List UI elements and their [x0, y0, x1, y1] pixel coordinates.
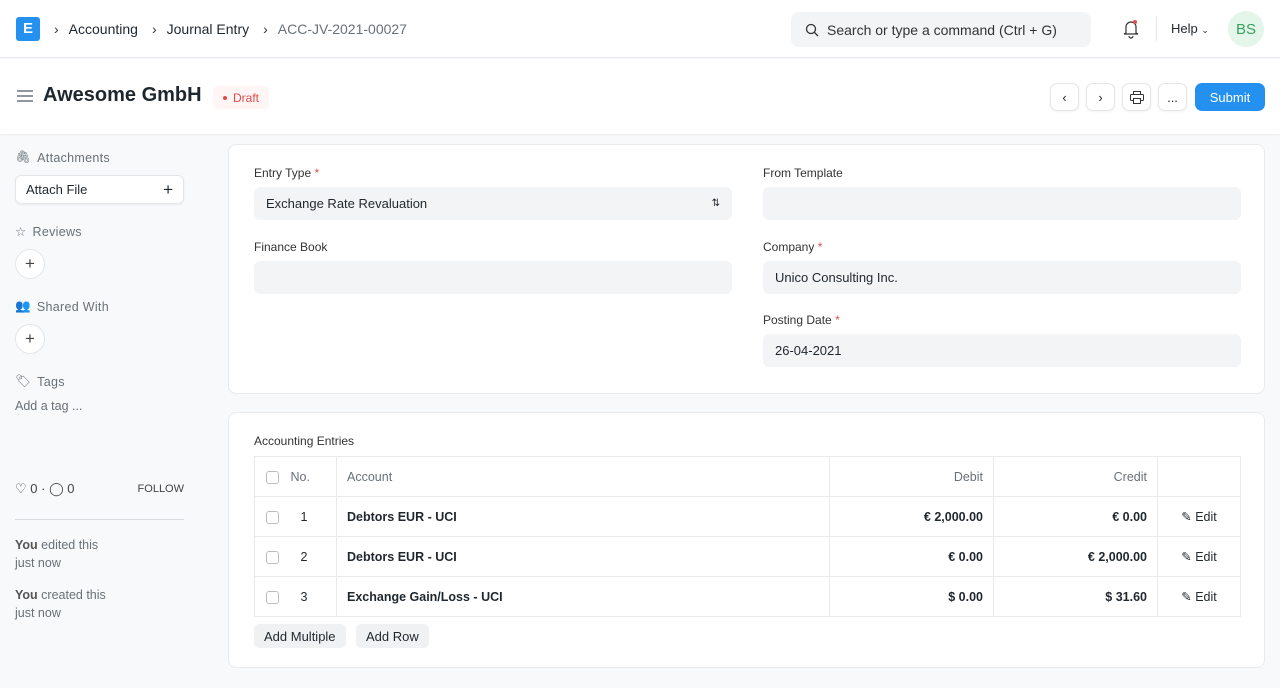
- activity-list: You edited this just now You created this…: [15, 519, 184, 622]
- row-no: 1: [290, 496, 337, 537]
- users-icon: 👥: [15, 299, 31, 313]
- add-row-button[interactable]: Add Row: [356, 624, 429, 648]
- row-credit[interactable]: € 2,000.00: [993, 536, 1158, 577]
- company-label: Company *: [763, 240, 823, 254]
- table-row[interactable]: 3 Exchange Gain/Loss - UCI $ 0.00 $ 31.6…: [254, 576, 1241, 617]
- row-account[interactable]: Exchange Gain/Loss - UCI: [336, 576, 830, 617]
- row-edit-button[interactable]: ✎ Edit: [1157, 576, 1241, 617]
- table-row[interactable]: 2 Debtors EUR - UCI € 0.00 € 2,000.00 ✎ …: [254, 536, 1241, 577]
- next-button[interactable]: ›: [1086, 83, 1115, 111]
- row-debit[interactable]: € 0.00: [829, 536, 994, 577]
- row-edit-button[interactable]: ✎ Edit: [1157, 536, 1241, 577]
- entry-type-label: Entry Type *: [254, 166, 320, 180]
- search-placeholder: Search or type a command (Ctrl + G): [827, 21, 1057, 38]
- add-multiple-button[interactable]: Add Multiple: [254, 624, 346, 648]
- tags-label: 🏷 Tags: [15, 374, 65, 389]
- entry-type-select[interactable]: Exchange Rate Revaluation ⇅: [254, 187, 732, 220]
- page-title: Awesome GmbH: [43, 84, 202, 106]
- status-badge: Draft: [213, 86, 270, 109]
- pencil-icon: ✎: [1181, 590, 1192, 604]
- row-no: 3: [290, 576, 337, 617]
- table-header: No. Account Debit Credit: [254, 456, 1241, 497]
- notification-bell-icon[interactable]: [1122, 19, 1140, 39]
- add-share-button[interactable]: +: [15, 324, 45, 354]
- chevron-left-icon: ‹: [1062, 89, 1067, 105]
- breadcrumb-current[interactable]: ACC-JV-2021-00027: [277, 20, 407, 37]
- row-debit[interactable]: € 2,000.00: [829, 496, 994, 537]
- row-debit[interactable]: $ 0.00: [829, 576, 994, 617]
- activity-item: You created this just now: [15, 588, 106, 620]
- app-logo[interactable]: E: [16, 16, 40, 41]
- pencil-icon: ✎: [1181, 510, 1192, 524]
- from-template-field[interactable]: [763, 187, 1241, 220]
- row-credit[interactable]: € 0.00: [993, 496, 1158, 537]
- star-icon: ☆: [15, 225, 27, 239]
- col-debit: Debit: [829, 456, 994, 497]
- breadcrumb-journal-entry[interactable]: Journal Entry: [166, 20, 250, 37]
- add-review-button[interactable]: +: [15, 249, 45, 279]
- row-no: 2: [290, 536, 337, 577]
- plus-icon: +: [163, 179, 173, 199]
- submit-button[interactable]: Submit: [1195, 83, 1265, 111]
- search-input[interactable]: Search or type a command (Ctrl + G): [791, 12, 1091, 47]
- row-credit[interactable]: $ 31.60: [993, 576, 1158, 617]
- row-checkbox[interactable]: [266, 550, 280, 564]
- navbar: E › Accounting › Journal Entry › ACC-JV-202…: [0, 0, 1280, 58]
- chevron-right-icon: ›: [1098, 89, 1103, 105]
- col-no: No.: [290, 456, 337, 497]
- more-icon: ...: [1167, 89, 1178, 105]
- help-dropdown[interactable]: Help ⌄: [1171, 21, 1209, 36]
- accounting-entries-label: Accounting Entries: [254, 434, 355, 448]
- row-edit-button[interactable]: ✎ Edit: [1157, 496, 1241, 537]
- activity-item: You edited this just now: [15, 538, 99, 570]
- attachments-label: 🖇 Attachments: [15, 150, 110, 165]
- accounting-entries-table: No. Account Debit Credit 1 Debtors EUR -…: [254, 456, 1241, 617]
- select-arrows-icon: ⇅: [711, 198, 720, 209]
- printer-icon: [1129, 90, 1144, 104]
- follow-button[interactable]: FOLLOW: [137, 483, 184, 495]
- search-icon: [805, 23, 819, 36]
- row-account[interactable]: Debtors EUR - UCI: [336, 496, 830, 537]
- page-header: Awesome GmbH Draft ‹ › ... Submit: [0, 59, 1280, 134]
- breadcrumb: › Accounting › Journal Entry › ACC-JV-2021-…: [54, 20, 407, 37]
- finance-book-label: Finance Book: [254, 240, 328, 254]
- row-checkbox[interactable]: [266, 510, 280, 524]
- add-tag-input[interactable]: Add a tag ...: [15, 399, 83, 413]
- pencil-icon: ✎: [1181, 550, 1192, 564]
- divider: [1156, 17, 1157, 41]
- company-field[interactable]: Unico Consulting Inc.: [763, 261, 1241, 294]
- table-row[interactable]: 1 Debtors EUR - UCI € 2,000.00 € 0.00 ✎ …: [254, 496, 1241, 537]
- print-button[interactable]: [1122, 83, 1151, 111]
- comment-icon: ◯: [49, 481, 64, 496]
- shared-with-label: 👥 Shared With: [15, 299, 109, 314]
- details-section: Entry Type * Exchange Rate Revaluation ⇅ …: [228, 144, 1265, 394]
- posting-date-label: Posting Date *: [763, 313, 840, 327]
- sidebar: 🖇 Attachments Attach File + ☆ Reviews + 👥 Sh…: [15, 150, 184, 622]
- breadcrumb-accounting[interactable]: Accounting: [68, 20, 138, 37]
- previous-button[interactable]: ‹: [1050, 83, 1079, 111]
- engagement-bar: ♡ 0 · ◯ 0 FOLLOW: [15, 481, 184, 496]
- row-checkbox[interactable]: [266, 590, 280, 604]
- paperclip-icon: 🖇: [15, 150, 32, 164]
- select-all-checkbox[interactable]: [266, 470, 280, 484]
- tag-icon: 🏷: [15, 374, 32, 388]
- finance-book-field[interactable]: [254, 261, 732, 294]
- reviews-label: ☆ Reviews: [15, 224, 82, 240]
- avatar[interactable]: BS: [1228, 11, 1264, 47]
- row-account[interactable]: Debtors EUR - UCI: [336, 536, 830, 577]
- from-template-label: From Template: [763, 166, 843, 180]
- more-button[interactable]: ...: [1158, 83, 1187, 111]
- like-icon[interactable]: ♡: [15, 481, 27, 496]
- chevron-down-icon: ⌄: [1201, 25, 1209, 35]
- accounting-entries-section: Accounting Entries No. Account Debit Cre…: [228, 412, 1265, 668]
- hamburger-icon[interactable]: [17, 90, 33, 102]
- col-credit: Credit: [993, 456, 1158, 497]
- posting-date-field[interactable]: 26-04-2021: [763, 334, 1241, 367]
- attach-file-button[interactable]: Attach File +: [15, 175, 184, 204]
- col-account: Account: [336, 456, 830, 497]
